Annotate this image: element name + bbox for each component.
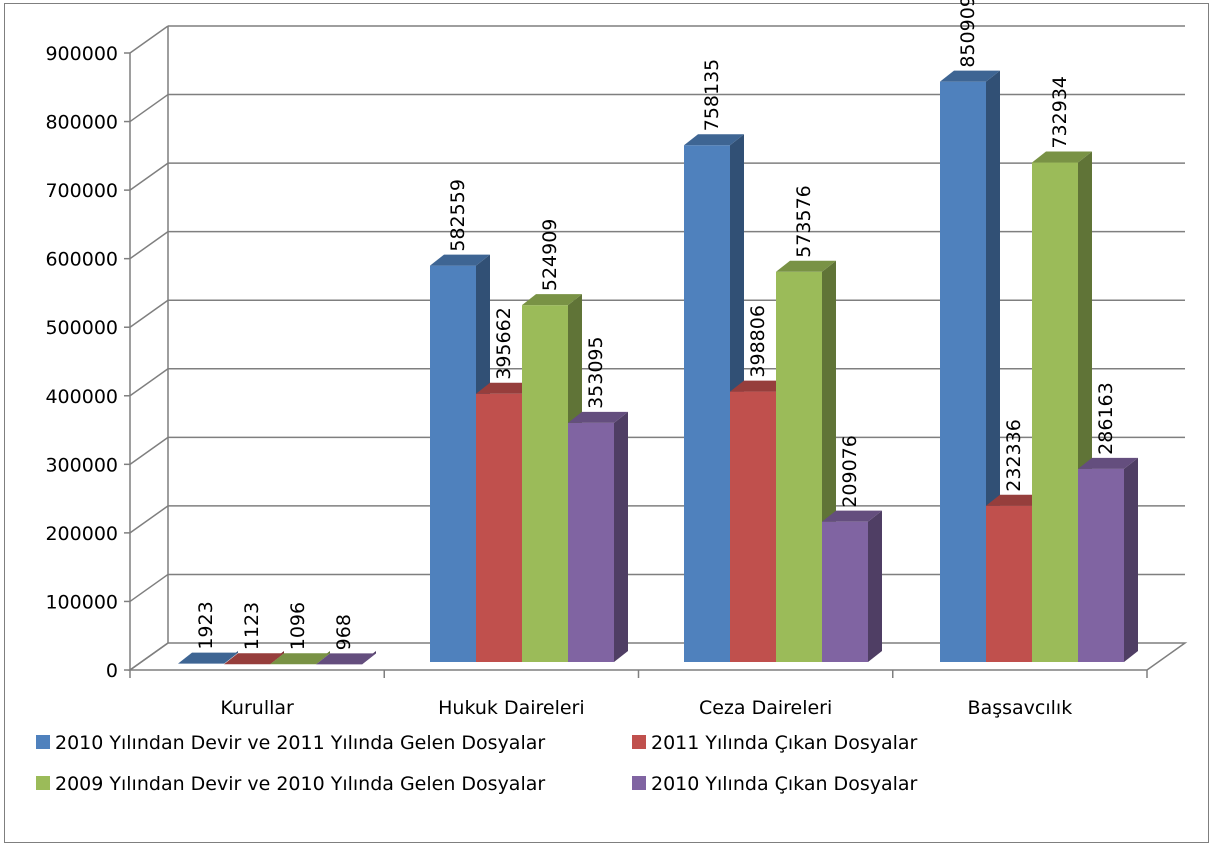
gridline-diagonal [129, 642, 169, 671]
bar-top [730, 380, 790, 392]
y-tick-label: 400000 [45, 386, 118, 408]
data-label: 524909 [539, 219, 561, 292]
bar-top [568, 411, 628, 423]
bar [476, 393, 522, 662]
bar [568, 422, 614, 662]
x-category-label: Başsavcılık [968, 697, 1073, 719]
legend-label: 2010 Yılından Devir ve 2011 Yılında Gele… [55, 732, 545, 754]
gridline-diagonal [129, 93, 169, 123]
gridline-diagonal [129, 436, 169, 465]
bar-top [940, 70, 1000, 82]
data-label: 850909 [957, 0, 979, 68]
bar [986, 505, 1032, 662]
y-tick-label: 600000 [45, 249, 118, 271]
legend-label: 2011 Yılında Çıkan Dosyalar [651, 732, 918, 754]
bar-top [316, 653, 376, 665]
data-label: 968 [333, 614, 355, 650]
y-tick-label: 800000 [45, 112, 118, 134]
legend-swatch [632, 776, 646, 790]
legend-swatch [36, 735, 50, 749]
bar [730, 391, 776, 662]
bar-top [684, 134, 744, 146]
gridline-diagonal [129, 231, 169, 260]
bar-top [178, 652, 238, 664]
y-tick-label: 0 [106, 660, 118, 682]
gridline-diagonal [129, 299, 169, 328]
bar [1078, 468, 1124, 662]
data-label: 573576 [793, 185, 815, 258]
legend-swatch [36, 776, 50, 790]
gridline-diagonal [129, 573, 169, 603]
bar [430, 265, 476, 662]
bar-top [430, 254, 490, 266]
data-label: 232336 [1003, 419, 1025, 492]
y-tick-label: 100000 [45, 591, 118, 613]
bar-top [1032, 151, 1092, 163]
x-category-label: Ceza Daireleri [699, 697, 832, 719]
x-category-label: Hukuk Daireleri [438, 697, 585, 719]
legend-swatch [632, 735, 646, 749]
gridline-diagonal [129, 505, 169, 534]
bar [822, 521, 868, 662]
gridline-diagonal [129, 162, 169, 191]
data-label: 758135 [701, 59, 723, 132]
data-label: 398806 [747, 305, 769, 378]
bar-side [1124, 457, 1138, 662]
gridline-diagonal [129, 368, 169, 397]
y-tick-label: 500000 [45, 317, 118, 339]
gridline-diagonal [129, 25, 169, 54]
data-label: 353095 [585, 336, 607, 409]
y-tick-label: 200000 [45, 523, 118, 545]
y-tick-label: 300000 [45, 454, 118, 476]
bar-top [224, 653, 284, 665]
legend-label: 2010 Yılında Çıkan Dosyalar [651, 773, 918, 795]
data-label: 1923 [195, 601, 217, 649]
bar-top [776, 260, 836, 272]
data-label: 286163 [1095, 382, 1117, 455]
y-tick-label: 900000 [45, 43, 118, 65]
bar-top [1078, 457, 1138, 469]
bar [1032, 162, 1078, 662]
bar [684, 145, 730, 662]
bar-top [986, 494, 1046, 506]
y-tick-label: 700000 [45, 180, 118, 202]
bar [940, 81, 986, 663]
data-label: 395662 [493, 307, 515, 380]
bar-side [868, 510, 882, 662]
x-category-label: Kurullar [220, 697, 294, 719]
data-label: 582559 [447, 179, 469, 252]
bar-top [822, 510, 882, 522]
data-label: 209076 [839, 435, 861, 508]
bar [776, 271, 822, 662]
legend-label: 2009 Yılından Devir ve 2010 Yılında Gele… [55, 773, 545, 795]
data-label: 1123 [241, 602, 263, 650]
bar-top [476, 382, 536, 394]
data-label: 1096 [287, 602, 309, 650]
bar-side [614, 411, 628, 662]
bar-top [270, 653, 330, 665]
data-label: 732934 [1049, 76, 1071, 149]
bar-top [522, 294, 582, 306]
bar [522, 305, 568, 662]
